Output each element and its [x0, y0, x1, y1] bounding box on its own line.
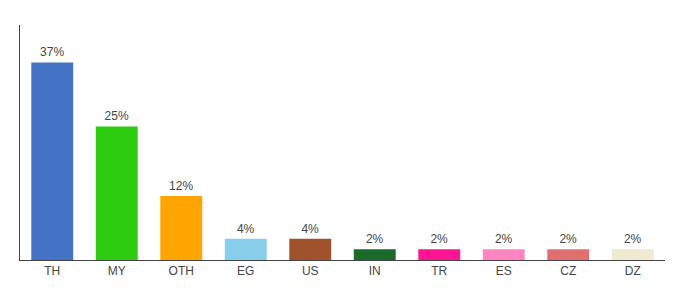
- svg-text:OTH: OTH: [169, 264, 194, 278]
- svg-text:25%: 25%: [105, 109, 129, 123]
- svg-text:CZ: CZ: [560, 264, 576, 278]
- svg-text:2%: 2%: [495, 232, 513, 246]
- svg-text:IN: IN: [369, 264, 381, 278]
- svg-text:4%: 4%: [237, 222, 255, 236]
- svg-text:DZ: DZ: [625, 264, 641, 278]
- svg-text:TH: TH: [44, 264, 60, 278]
- svg-text:2%: 2%: [624, 232, 642, 246]
- svg-text:MY: MY: [108, 264, 126, 278]
- svg-text:TR: TR: [431, 264, 447, 278]
- svg-text:2%: 2%: [430, 232, 448, 246]
- svg-text:37%: 37%: [40, 45, 64, 59]
- svg-text:12%: 12%: [169, 179, 193, 193]
- svg-text:2%: 2%: [366, 232, 384, 246]
- svg-text:4%: 4%: [301, 222, 319, 236]
- svg-text:ES: ES: [496, 264, 512, 278]
- svg-text:EG: EG: [237, 264, 254, 278]
- svg-text:US: US: [302, 264, 319, 278]
- svg-text:2%: 2%: [559, 232, 577, 246]
